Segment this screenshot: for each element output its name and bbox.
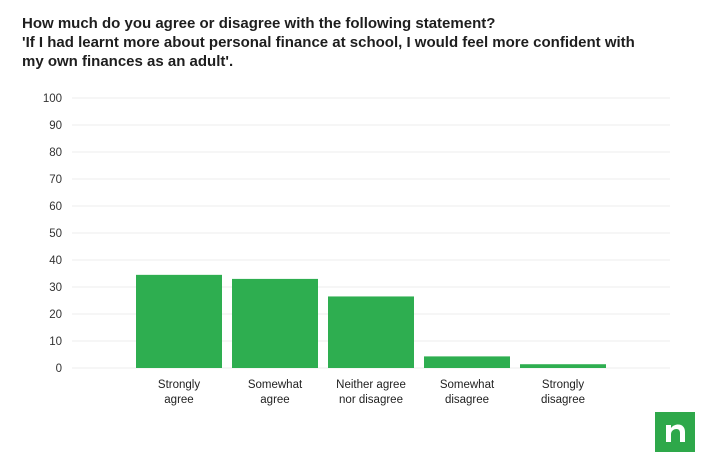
title-line-3: my own finances as an adult'. bbox=[22, 53, 234, 70]
x-tick-label: Somewhat disagree bbox=[440, 379, 495, 406]
x-tick-label: Neither agree nor disagree bbox=[336, 379, 406, 406]
title-line-1: How much do you agree or disagree with t… bbox=[22, 15, 496, 32]
y-axis-ticks: 0 10 20 30 40 50 60 70 80 90 100 bbox=[43, 93, 62, 375]
bars bbox=[136, 274, 606, 368]
bar bbox=[424, 356, 510, 368]
bar bbox=[232, 278, 318, 368]
y-tick-label: 100 bbox=[43, 93, 62, 105]
x-tick-label: Somewhat agree bbox=[248, 379, 303, 406]
y-tick-label: 90 bbox=[49, 120, 62, 132]
y-tick-label: 50 bbox=[49, 228, 62, 240]
chart-title: How much do you agree or disagree with t… bbox=[22, 14, 712, 71]
y-tick-label: 40 bbox=[49, 255, 62, 267]
bar bbox=[328, 296, 414, 368]
x-axis-ticks: Strongly agree Somewhat agree Neither agree n… bbox=[158, 379, 585, 406]
bar bbox=[520, 364, 606, 368]
title-line-2: 'If I had learnt more about personal fin… bbox=[22, 34, 635, 51]
bar bbox=[136, 274, 222, 368]
y-tick-label: 0 bbox=[56, 363, 62, 375]
y-tick-label: 70 bbox=[49, 174, 62, 186]
y-tick-label: 30 bbox=[49, 282, 62, 294]
x-tick-label: Strongly agree bbox=[158, 379, 200, 406]
y-tick-label: 10 bbox=[49, 336, 62, 348]
y-tick-label: 20 bbox=[49, 309, 62, 321]
x-tick-label: Strongly disagree bbox=[541, 379, 585, 406]
y-tick-label: 60 bbox=[49, 201, 62, 213]
y-tick-label: 80 bbox=[49, 147, 62, 159]
n-letter-logo-icon bbox=[655, 412, 695, 452]
